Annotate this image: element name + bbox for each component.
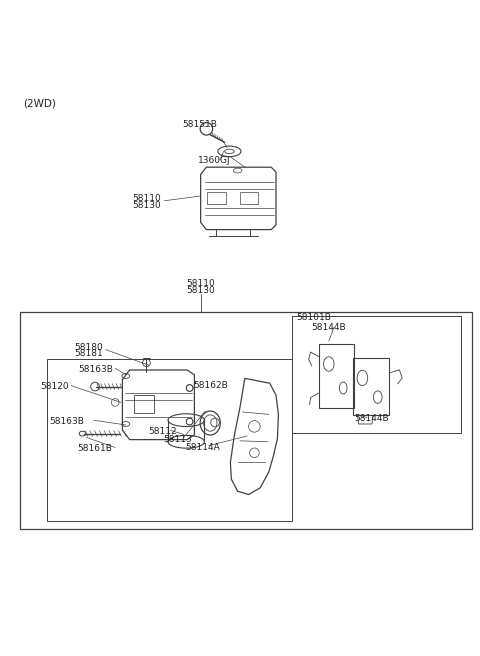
Text: 58162B: 58162B	[193, 381, 228, 390]
Text: 58130: 58130	[132, 201, 161, 210]
Text: 58113: 58113	[163, 435, 192, 444]
Text: 58180: 58180	[74, 342, 103, 352]
Text: 58161B: 58161B	[78, 445, 113, 453]
Text: 58130: 58130	[186, 286, 215, 295]
Text: 58114A: 58114A	[185, 443, 219, 451]
Bar	[47, 359, 292, 521]
Text: 58163B: 58163B	[79, 365, 114, 374]
Text: 58144B: 58144B	[354, 414, 389, 422]
Text: 58112: 58112	[148, 427, 177, 436]
Text: 58163B: 58163B	[49, 417, 84, 426]
Text: 1360GJ: 1360GJ	[198, 157, 230, 165]
Text: 58120: 58120	[40, 382, 69, 391]
Bar	[20, 312, 472, 529]
Bar	[292, 316, 461, 433]
Text: 58101B: 58101B	[297, 313, 332, 322]
Text: 58181: 58181	[74, 350, 103, 358]
Text: 58144B: 58144B	[311, 323, 346, 331]
Text: 58110: 58110	[186, 279, 215, 289]
Text: 58151B: 58151B	[182, 121, 217, 129]
Bar	[240, 192, 258, 204]
Bar	[207, 192, 226, 204]
Text: 58110: 58110	[132, 194, 161, 203]
Bar	[134, 395, 154, 413]
Text: (2WD): (2WD)	[23, 98, 56, 108]
